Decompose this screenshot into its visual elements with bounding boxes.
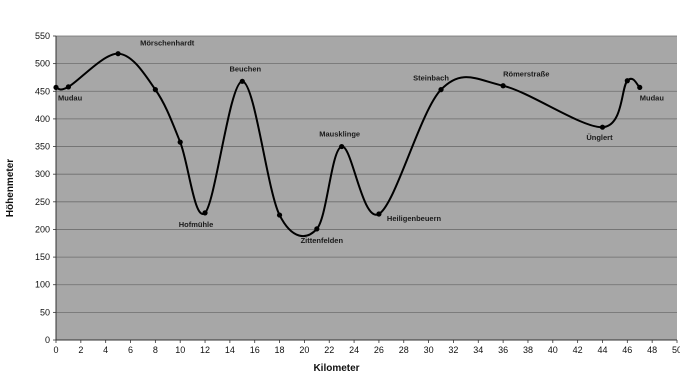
- x-tick-label: 44: [597, 345, 607, 355]
- plot-area: [56, 36, 677, 340]
- x-axis-title: Kilometer: [313, 363, 359, 374]
- y-tick-label: 250: [35, 197, 50, 207]
- point-label: Ünglert: [586, 133, 613, 142]
- x-tick-label: 38: [523, 345, 533, 355]
- x-tick-label: 48: [647, 345, 657, 355]
- data-point: [177, 139, 183, 145]
- x-tick-label: 26: [374, 345, 384, 355]
- data-point: [53, 84, 59, 91]
- x-tick-labels: 0 2 4 6 8 10 12 14 16 18 20 22 24 26 28 30 32 34 36 38 40 42 4…: [53, 345, 680, 355]
- data-point: [599, 124, 606, 130]
- data-point: [115, 51, 121, 57]
- y-tick-label: 100: [35, 280, 50, 290]
- x-tick-label: 42: [573, 345, 583, 355]
- x-tick-label: 34: [473, 345, 483, 355]
- data-point: [276, 212, 283, 218]
- x-tick-label: 20: [299, 345, 309, 355]
- point-label: Zittenfelden: [301, 236, 344, 245]
- y-tick-label: 50: [40, 307, 50, 317]
- grid-lines: [53, 35, 677, 341]
- point-label: Steinbach: [413, 74, 449, 83]
- x-tick-label: 36: [498, 345, 508, 355]
- x-tick-label: 24: [349, 345, 359, 355]
- x-tick-label: 46: [622, 345, 632, 355]
- x-tick-label: 8: [153, 345, 158, 355]
- x-tick-label: 10: [175, 345, 185, 355]
- point-label: Mörschenhardt: [140, 39, 195, 48]
- x-tick-label: 2: [78, 345, 83, 355]
- y-tick-label: 200: [35, 224, 50, 234]
- point-label: Heiligenbeuern: [387, 214, 442, 223]
- data-point: [624, 78, 630, 84]
- point-label: Hofmühle: [179, 220, 214, 229]
- data-point: [65, 84, 72, 90]
- y-tick-label: 350: [35, 142, 50, 152]
- y-tick-labels: 0 50 100 150 200 250 300 350 400 450 500 550: [35, 31, 50, 345]
- y-tick-label: 150: [35, 252, 50, 262]
- x-tick-label: 4: [103, 345, 108, 355]
- data-point: [239, 78, 245, 84]
- point-label: Mudau: [58, 93, 83, 102]
- y-tick-label: 450: [35, 86, 50, 96]
- y-axis-title: Höhenmeter: [5, 159, 16, 217]
- y-tick-label: 400: [35, 114, 50, 124]
- data-point: [376, 211, 382, 217]
- x-tick-label: 30: [424, 345, 434, 355]
- x-tick-label: 40: [548, 345, 558, 355]
- data-point: [500, 83, 506, 89]
- x-tick-label: 16: [250, 345, 260, 355]
- data-point: [339, 143, 345, 150]
- x-tick-label: 50: [672, 345, 680, 355]
- data-point: [152, 87, 158, 93]
- y-tick-label: 0: [45, 335, 50, 345]
- y-tick-label: 550: [35, 31, 50, 41]
- point-labels: Mudau Mörschenhardt Hofmühle Beuchen Zittenf…: [58, 39, 664, 245]
- x-tick-label: 22: [324, 345, 334, 355]
- data-point: [637, 84, 643, 91]
- point-label: Beuchen: [229, 64, 261, 73]
- point-label: Mudau: [640, 93, 665, 102]
- y-tick-label: 500: [35, 59, 50, 69]
- point-label: Mausklinge: [319, 130, 360, 139]
- x-tick-label: 18: [275, 345, 285, 355]
- data-point: [314, 226, 320, 232]
- x-tick-label: 14: [225, 345, 235, 355]
- x-tick-label: 28: [399, 345, 409, 355]
- y-tick-label: 300: [35, 169, 50, 179]
- x-tick-label: 6: [128, 345, 133, 355]
- data-point: [438, 87, 444, 93]
- x-tick-label: 12: [200, 345, 210, 355]
- point-label: Römerstraße: [503, 70, 549, 79]
- data-markers: [53, 51, 643, 232]
- x-tick-label: 0: [53, 345, 58, 355]
- data-point: [202, 210, 208, 216]
- x-tick-label: 32: [448, 345, 458, 355]
